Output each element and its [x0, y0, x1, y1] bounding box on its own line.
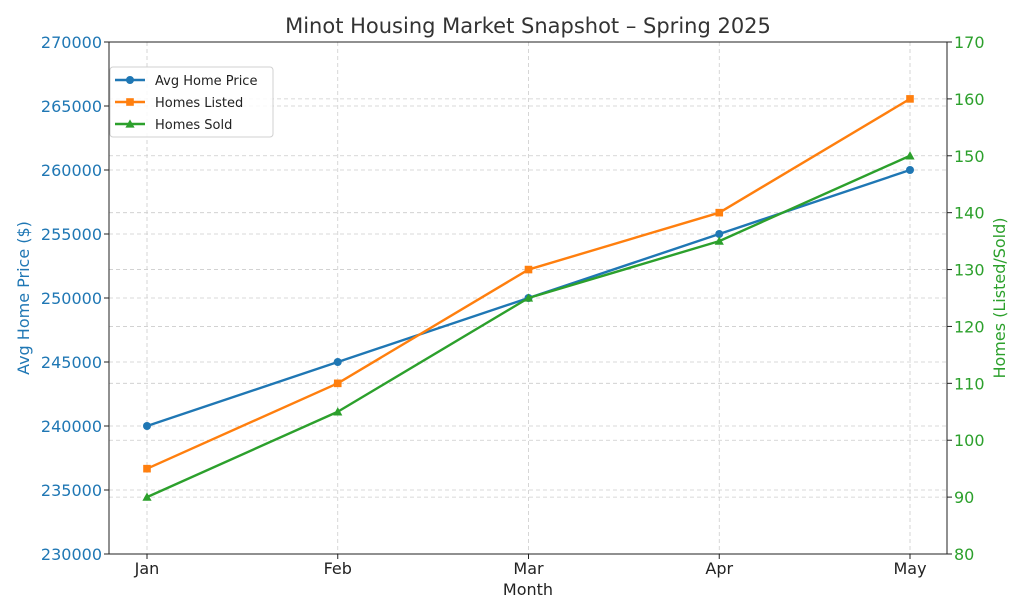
y-tick-label-left-3: 245000	[41, 353, 102, 372]
legend-label-0: Avg Home Price	[155, 74, 257, 89]
series-2	[142, 151, 915, 501]
legend-label-2: Homes Sold	[155, 118, 232, 133]
legend-item-2: Homes Sold	[115, 118, 232, 133]
chart-title: Minot Housing Market Snapshot – Spring 2…	[285, 14, 771, 38]
series-0-point-0	[143, 422, 151, 430]
series-0-point-3	[715, 230, 724, 238]
series-1-point-0	[143, 464, 151, 473]
series-0-point-1	[333, 358, 342, 366]
y-tick-label-right-0: 80	[954, 545, 974, 564]
series-1-point-4	[906, 95, 914, 103]
y-tick-label-right-4: 120	[954, 317, 985, 336]
series-1-point-2	[524, 265, 533, 274]
y-tick-label-left-2: 240000	[41, 417, 102, 436]
y-tick-label-left-1: 235000	[41, 481, 102, 500]
x-axis-label: Month	[503, 580, 553, 599]
axes: 230000 235000 240000 245000 250000 255000 2600…	[41, 33, 985, 578]
y-tick-label-left-7: 265000	[41, 97, 102, 116]
legend: Avg Home Price Homes Listed Homes Sold	[109, 66, 274, 138]
legend-marker-1	[126, 98, 134, 106]
legend-marker-2	[125, 119, 135, 128]
series-2-point-2	[523, 293, 534, 302]
y-tick-label-right-3: 110	[954, 374, 985, 393]
legend-marker-0	[126, 76, 134, 84]
series-1	[143, 95, 914, 473]
y-tick-label-left-8: 270000	[41, 33, 102, 52]
series-1-point-3	[715, 208, 724, 217]
y-tick-label-right-7: 150	[954, 147, 985, 166]
y-tick-label-right-6: 140	[954, 204, 985, 223]
y-tick-label-left-5: 255000	[41, 225, 102, 244]
y-tick-label-right-2: 100	[954, 431, 985, 450]
x-tick-label-3: Apr	[705, 559, 733, 578]
y-tick-label-right-1: 90	[954, 488, 974, 507]
y-tick-label-left-6: 260000	[41, 161, 102, 180]
legend-item-1: Homes Listed	[115, 96, 243, 111]
y-tick-label-left-0: 230000	[41, 545, 102, 564]
y-tick-label-right-9: 170	[954, 33, 985, 52]
x-tick-label-1: Feb	[324, 559, 352, 578]
y-axis-label-left: Avg Home Price ($)	[14, 221, 33, 375]
series-2-point-4	[905, 151, 915, 160]
y-axis-label-right: Homes (Listed/Sold)	[990, 217, 1009, 378]
legend-item-0: Avg Home Price	[115, 74, 257, 89]
x-tick-label-2: Mar	[513, 559, 544, 578]
y-tick-label-right-5: 130	[954, 261, 985, 280]
series-1-point-1	[333, 379, 342, 388]
y-tick-label-left-4: 250000	[41, 289, 102, 308]
y-tick-label-right-8: 160	[954, 90, 985, 109]
series-2-point-1	[333, 407, 343, 416]
legend-box	[109, 66, 274, 138]
series-2-point-3	[714, 236, 724, 245]
series-0-point-4	[906, 166, 914, 174]
series-group	[142, 95, 915, 501]
x-tick-label-4: May	[893, 559, 926, 578]
x-tick-label-0: Jan	[134, 559, 160, 578]
legend-label-1: Homes Listed	[155, 96, 243, 111]
series-2-point-0	[142, 492, 152, 501]
